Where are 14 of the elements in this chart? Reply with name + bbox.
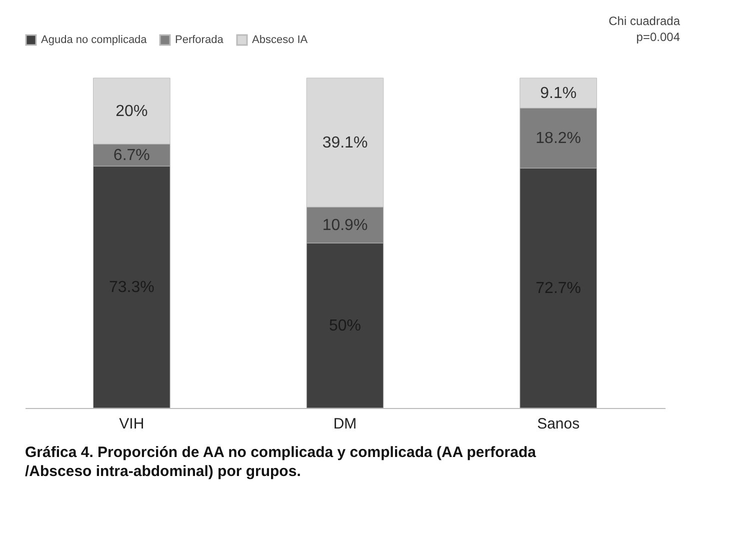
x-tick-label: Sanos: [537, 416, 580, 432]
text: Gráfica 4. Proporción de AA no complicada y complicada (AA perforada /Absceso intra-abdominal) por grupos.: [25, 444, 537, 480]
data-label: 9.1%: [540, 85, 577, 102]
text: Chi cuadrada p=0.004: [608, 14, 680, 44]
data-label: 20%: [116, 103, 148, 120]
data-label: 18.2%: [536, 130, 582, 148]
legend-label: Aguda no complicada: [41, 34, 148, 46]
legend-label: Perforada: [175, 34, 224, 46]
legend-label: Absceso IA: [252, 34, 308, 46]
data-label: 6.7%: [113, 147, 150, 164]
x-tick-label: VIH: [119, 416, 144, 432]
data-label: 10.9%: [322, 217, 368, 234]
data-label: 39.1%: [322, 134, 368, 152]
x-tick-label: DM: [333, 416, 357, 432]
